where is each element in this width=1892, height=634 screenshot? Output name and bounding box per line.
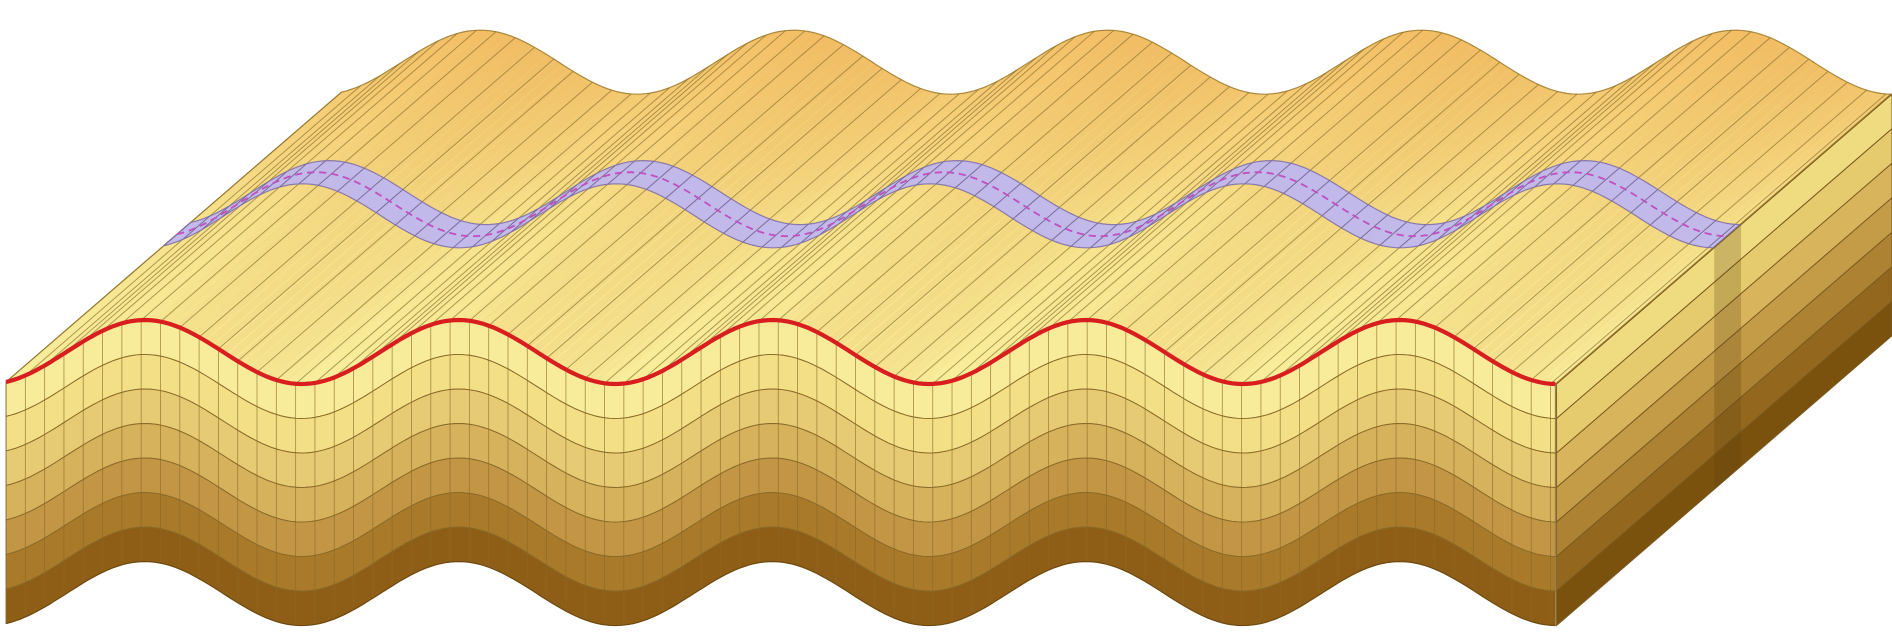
marker-bed-grid (588, 165, 616, 189)
marker-bed-grid (491, 217, 520, 242)
marker-bed-grid (1051, 216, 1079, 241)
marker-bed-axis (176, 171, 1727, 238)
marker-bed-grid (916, 161, 944, 186)
marker-bed-grid (433, 220, 462, 245)
marker-bed-grid (337, 167, 365, 192)
marker-bed-grid (1263, 162, 1292, 187)
marker-bed-grid (897, 166, 925, 191)
marker-bed-grid (1592, 167, 1620, 192)
side-layer (1556, 300, 1892, 627)
front-outline (5, 560, 1556, 627)
marker-bed-grid (954, 164, 983, 189)
side-layer (1556, 128, 1892, 455)
side-layer (1556, 162, 1892, 489)
marker-bed-grid (1225, 162, 1253, 187)
marker-bed-grid (1070, 222, 1099, 247)
marker-bed-grid (163, 222, 191, 247)
marker-bed-grid (1688, 220, 1717, 245)
side-layer (1556, 231, 1892, 558)
marker-bed-grid (1109, 220, 1137, 245)
marker-bed (163, 160, 1742, 249)
cut-plane (1714, 224, 1742, 490)
side-layer (1556, 266, 1892, 593)
marker-bed-grid (182, 215, 211, 240)
side-layer (1556, 93, 1892, 420)
marker-bed-grid (1205, 168, 1234, 193)
marker-bed-grid (1379, 221, 1408, 246)
fold-trace (5, 317, 1556, 387)
marker-bed-grid (1534, 163, 1562, 188)
side-layer (1556, 197, 1892, 524)
marker-bed-grid (800, 219, 828, 244)
marker-bed-grid (742, 218, 771, 243)
marker-bed-grid (646, 165, 674, 190)
marker-bed-grid (1283, 169, 1311, 194)
marker-bed-grid (1418, 222, 1446, 247)
marker-bed-grid (1437, 215, 1466, 240)
marker-bed-grid (279, 163, 307, 188)
